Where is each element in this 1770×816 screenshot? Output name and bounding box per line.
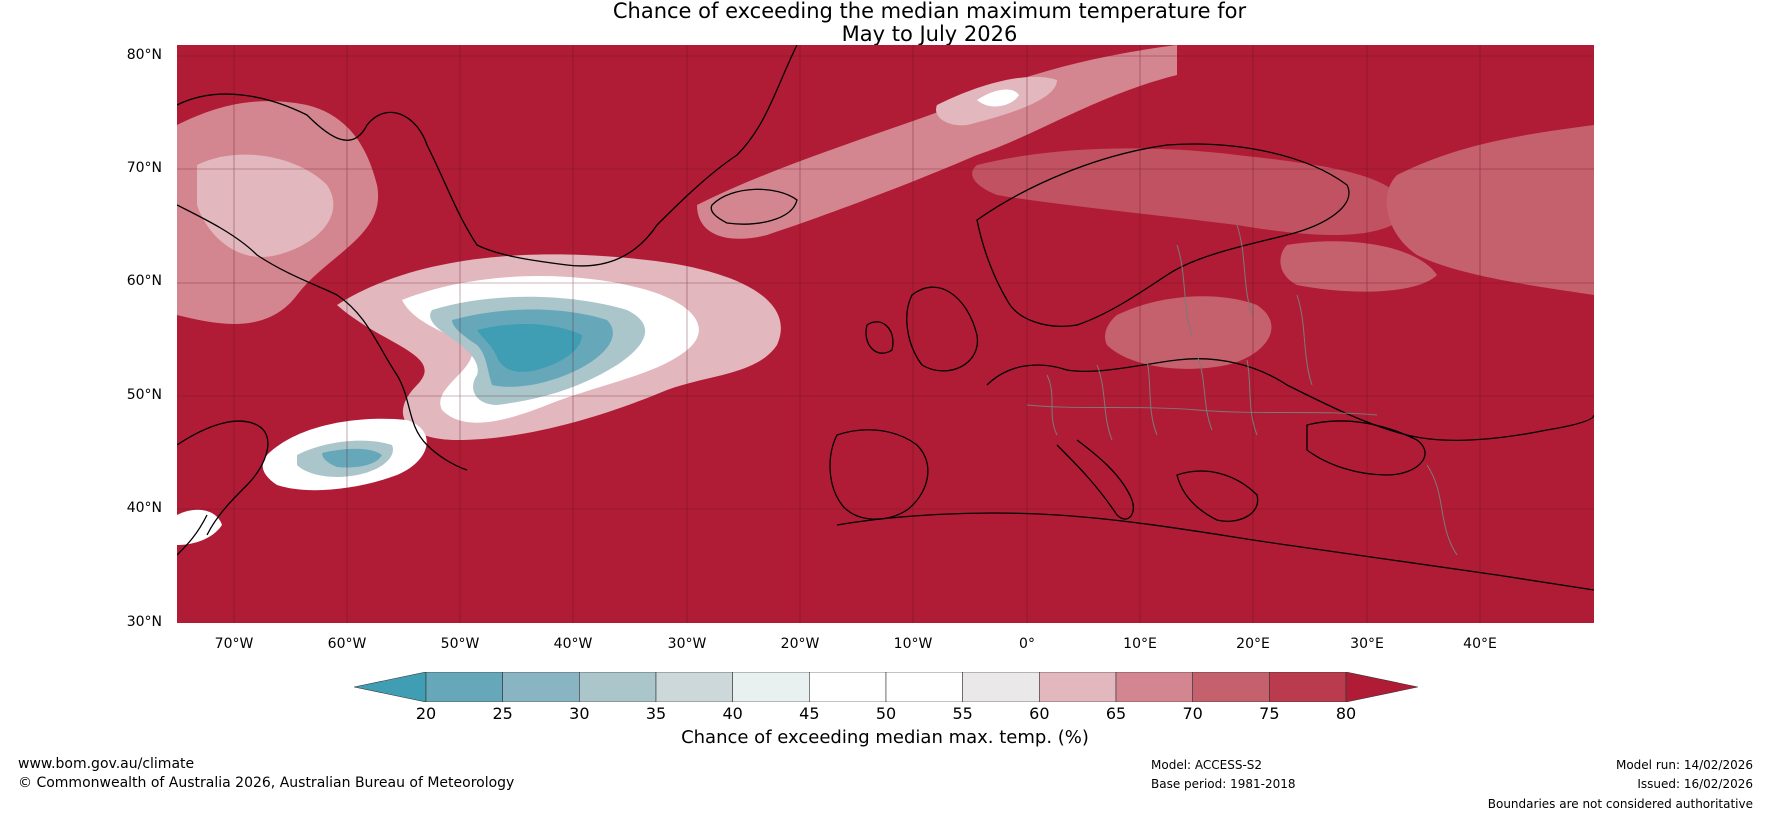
- disclaimer-text: Boundaries are not considered authoritat…: [1487, 797, 1753, 811]
- lat-label-80n: 80°N: [126, 47, 162, 63]
- colorbar-tick-label: 75: [1259, 704, 1280, 723]
- colorbar-segment: [1269, 672, 1347, 702]
- scandinavia-coast: [976, 143, 1350, 327]
- newfoundland-coast: [177, 420, 269, 536]
- model-run-text: Model run: 14/02/2026: [1615, 758, 1753, 772]
- colorbar-segment: [1115, 672, 1193, 702]
- iberia-coast: [829, 429, 929, 520]
- lon-label-40w: 40°W: [553, 636, 593, 652]
- border-5: [1246, 359, 1258, 436]
- colorbar-extend-high: [1345, 672, 1418, 702]
- black-sea-coast: [1306, 420, 1426, 476]
- political-boundaries: [1026, 224, 1458, 556]
- colorbar-tick-label: 25: [492, 704, 513, 723]
- lat-label-60n: 60°N: [126, 273, 162, 289]
- border-4: [1196, 354, 1213, 431]
- arctic-anomaly-band: [177, 45, 1594, 324]
- us-east-coast: [177, 514, 208, 556]
- coastlines: [177, 45, 1594, 591]
- forecast-map: [177, 45, 1594, 623]
- iceland-coast: [710, 188, 798, 225]
- greece-coast: [1176, 470, 1259, 522]
- border-1: [1046, 374, 1058, 436]
- lon-label-50w: 50°W: [440, 636, 480, 652]
- colorbar-segment: [502, 672, 580, 702]
- title-line-1: Chance of exceeding the median maximum t…: [612, 0, 1247, 23]
- central-europe-outline: [986, 358, 1594, 442]
- border-2: [1096, 364, 1113, 441]
- north-atlantic-cool-anomaly: [337, 254, 781, 440]
- model-text: Model: ACCESS-S2: [1151, 758, 1263, 772]
- map-svg: [177, 45, 1594, 623]
- lon-label-10e: 10°E: [1123, 636, 1157, 652]
- labrador-coast: [177, 204, 468, 471]
- colorbar-segment: [655, 672, 733, 702]
- border-3: [1146, 359, 1158, 436]
- lon-label-70w: 70°W: [214, 636, 254, 652]
- border-6: [1296, 294, 1313, 386]
- colorbar-tick-label: 70: [1182, 704, 1203, 723]
- lon-label-30w: 30°W: [667, 636, 707, 652]
- colorbar-tick-label: 80: [1335, 704, 1357, 723]
- colorbar-segment: [732, 672, 810, 702]
- colorbar-segment: [809, 672, 887, 702]
- lon-label-0: 0°: [1019, 636, 1035, 652]
- colorbar-segment: [962, 672, 1040, 702]
- graticule: [177, 45, 1594, 623]
- colorbar-tick-label: 20: [415, 704, 437, 723]
- lat-label-70n: 70°N: [126, 160, 162, 176]
- lon-label-40e: 40°E: [1463, 636, 1497, 652]
- colorbar-tick-label: 40: [722, 704, 743, 723]
- scandinavia-reduced-chance: [1105, 241, 1437, 369]
- colorbar-segment: [579, 672, 657, 702]
- colorbar-tick-label: 65: [1105, 704, 1127, 723]
- lon-label-20e: 20°E: [1236, 636, 1270, 652]
- colorbar-tick-label: 30: [569, 704, 590, 723]
- lat-label-40n: 40°N: [126, 500, 162, 516]
- colorbar-segment: [1192, 672, 1270, 702]
- lon-label-30e: 30°E: [1350, 636, 1384, 652]
- border-9: [1236, 224, 1253, 316]
- colorbar-tick-label: 60: [1029, 704, 1050, 723]
- colorbar-tick-label: 45: [799, 704, 820, 723]
- lon-label-20w: 20°W: [780, 636, 820, 652]
- ireland-coast: [865, 321, 894, 354]
- issued-text: Issued: 16/02/2026: [1637, 777, 1753, 791]
- colorbar-tick-label: 50: [875, 704, 897, 723]
- colorbar: [354, 672, 1418, 702]
- colorbar-label: Chance of exceeding median max. temp. (%…: [681, 727, 1089, 748]
- colorbar-tick-label: 35: [645, 704, 667, 723]
- title-line-2: May to July 2026: [841, 22, 1018, 46]
- lat-label-30n: 30°N: [126, 614, 162, 630]
- lon-label-10w: 10°W: [893, 636, 933, 652]
- italy-coast: [1056, 439, 1134, 520]
- colorbar-segment: [425, 672, 503, 702]
- border-7: [1026, 404, 1378, 416]
- colorbar-extend-low: [354, 672, 427, 702]
- colorbar-tick-label: 55: [952, 704, 973, 723]
- border-10: [1426, 464, 1458, 556]
- british-isles-coast: [906, 286, 978, 372]
- colorbar-segment: [1039, 672, 1117, 702]
- lat-label-50n: 50°N: [126, 387, 162, 403]
- lon-label-60w: 60°W: [327, 636, 367, 652]
- copyright-text: © Commonwealth of Australia 2026, Austra…: [18, 775, 515, 791]
- greenland-coast: [177, 45, 798, 267]
- colorbar-segment: [885, 672, 963, 702]
- off-us-northeast-cool-anomaly: [177, 418, 427, 545]
- base-period-text: Base period: 1981-2018: [1151, 777, 1296, 791]
- map-title: Chance of exceeding the median maximum t…: [0, 0, 1770, 46]
- website-link[interactable]: www.bom.gov.au/climate: [18, 756, 195, 772]
- border-8: [1176, 244, 1193, 336]
- north-africa-coast: [836, 512, 1594, 591]
